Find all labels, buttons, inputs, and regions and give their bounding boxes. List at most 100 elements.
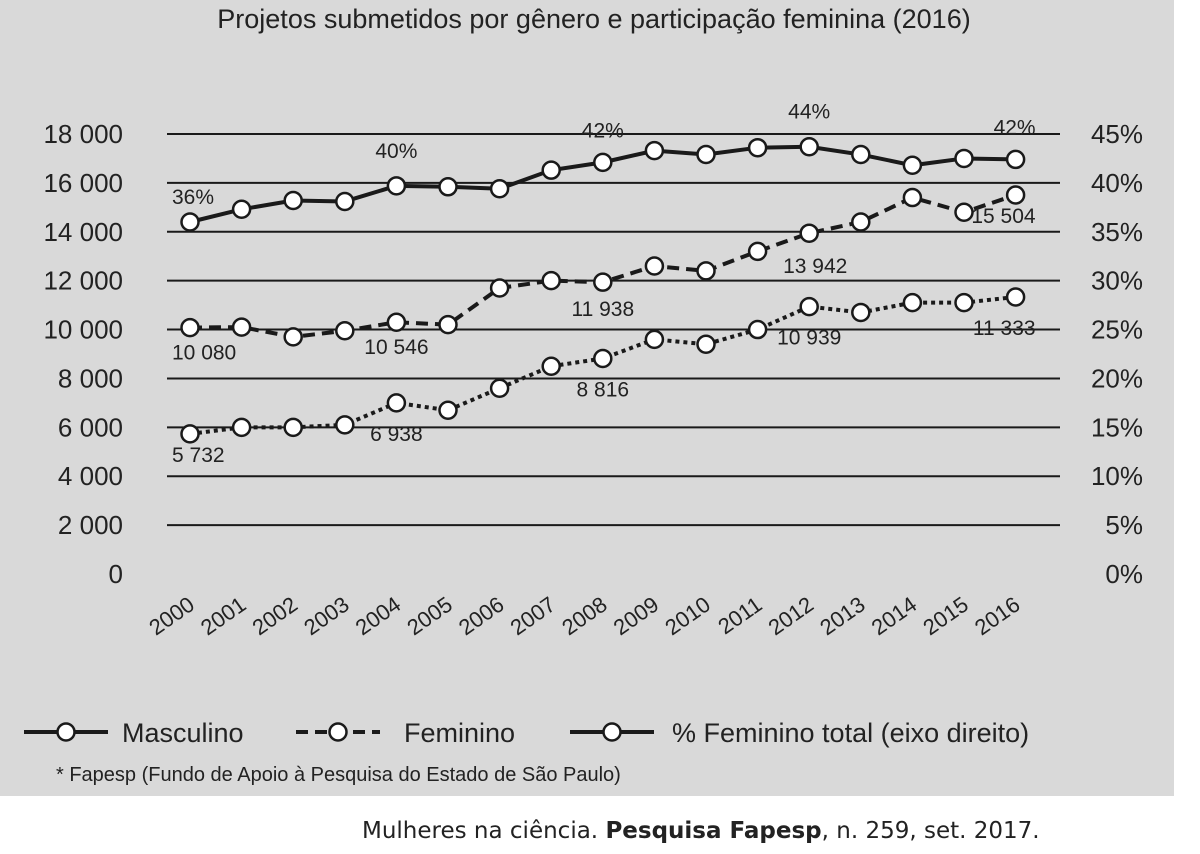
y-left-tick-label: 8 000 xyxy=(58,363,123,393)
data-label: 10 939 xyxy=(777,327,841,350)
y-right-tick-label: 45% xyxy=(1091,119,1143,149)
data-point xyxy=(954,148,974,169)
x-tick-label: 2010 xyxy=(660,592,714,641)
data-point xyxy=(283,190,303,211)
data-point xyxy=(593,152,613,173)
legend-label: Masculino xyxy=(122,718,244,748)
legend-swatch-marker xyxy=(602,722,622,742)
legend-swatch-marker xyxy=(328,722,348,742)
series-lines xyxy=(180,136,1026,444)
chart-title: Projetos submetidos por gênero e partici… xyxy=(217,4,970,34)
data-point xyxy=(489,378,510,398)
data-label: 15 504 xyxy=(971,205,1036,228)
y-left-tick-label: 0 xyxy=(109,559,123,589)
data-point xyxy=(851,212,871,232)
citation-journal: Pesquisa Fapesp xyxy=(605,818,822,844)
data-point xyxy=(644,140,665,161)
y-right-tick-label: 10% xyxy=(1091,461,1143,491)
data-label: 40% xyxy=(375,140,417,163)
data-point xyxy=(851,302,871,323)
data-point xyxy=(799,136,819,157)
data-point xyxy=(386,176,407,196)
data-point xyxy=(231,417,252,438)
data-point xyxy=(541,356,561,376)
data-point xyxy=(593,348,613,369)
data-point xyxy=(335,321,355,341)
citation-issue: , n. 259, set. 2017. xyxy=(821,818,1040,844)
data-point xyxy=(335,415,355,435)
data-point xyxy=(1005,149,1026,170)
y-left-tick-label: 12 000 xyxy=(43,266,123,296)
data-point xyxy=(489,278,510,298)
data-point xyxy=(1005,287,1026,307)
data-point xyxy=(799,223,819,243)
y-left-tick-label: 16 000 xyxy=(43,168,123,198)
data-label: 8 816 xyxy=(577,378,630,401)
data-point xyxy=(541,160,561,180)
y-right-tick-label: 35% xyxy=(1091,217,1143,247)
data-point xyxy=(954,202,974,222)
y-right-tick-label: 5% xyxy=(1105,510,1143,540)
data-label: 11 333 xyxy=(973,317,1036,340)
x-axis-ticks: 2000200120022003200420052006200720082009… xyxy=(144,592,1024,641)
x-tick-label: 2016 xyxy=(970,592,1024,641)
gridlines xyxy=(167,133,1060,527)
data-point xyxy=(283,327,303,347)
data-point xyxy=(593,272,613,292)
data-point xyxy=(747,319,768,340)
data-label: 44% xyxy=(788,101,830,124)
data-label: 42% xyxy=(582,119,624,142)
x-tick-label: 2004 xyxy=(351,592,405,641)
y-left-tick-label: 10 000 xyxy=(43,315,123,345)
legend-label: Feminino xyxy=(404,718,515,748)
legend: Masculino Feminino % Feminino total (eixo … xyxy=(24,718,1029,748)
x-tick-label: 2015 xyxy=(918,592,972,641)
data-point xyxy=(386,393,407,413)
y-left-tick-label: 2 000 xyxy=(58,510,123,540)
data-point xyxy=(438,314,458,335)
data-point xyxy=(644,329,665,350)
y-left-tick-label: 6 000 xyxy=(58,412,123,442)
y-right-tick-label: 15% xyxy=(1091,412,1143,442)
line-chart: Projetos submetidos por gênero e partici… xyxy=(24,4,1143,786)
data-point xyxy=(180,212,200,232)
x-tick-label: 2011 xyxy=(713,592,766,640)
x-tick-label: 2008 xyxy=(557,592,611,641)
left-axis-ticks: 0 2 000 4 000 6 000 8 000 10 000 12 000 14 000 1… xyxy=(43,119,123,589)
right-axis-ticks: 0% 5% 10% 15% 20% 25% 30% 35% 40% 45% xyxy=(1091,119,1143,589)
data-point xyxy=(696,144,716,165)
x-tick-label: 2001 xyxy=(196,592,250,641)
data-label: 11 938 xyxy=(571,298,634,321)
data-label: 10 546 xyxy=(364,336,428,359)
data-label: 13 942 xyxy=(783,255,847,278)
y-right-tick-label: 30% xyxy=(1091,266,1143,296)
data-point xyxy=(747,137,768,158)
data-point xyxy=(644,256,665,276)
data-point xyxy=(541,270,561,291)
y-left-tick-label: 14 000 xyxy=(43,217,123,247)
data-point xyxy=(1005,185,1026,205)
x-tick-label: 2000 xyxy=(144,592,198,641)
data-point xyxy=(851,144,871,165)
data-point xyxy=(180,424,200,444)
data-point xyxy=(954,292,974,313)
x-tick-label: 2006 xyxy=(454,592,508,641)
data-point xyxy=(902,187,923,208)
y-left-tick-label: 18 000 xyxy=(43,119,123,149)
chart-panel xyxy=(0,0,1174,796)
source-note: * Fapesp (Fundo de Apoio à Pesquisa do E… xyxy=(56,764,621,786)
data-label: 6 938 xyxy=(370,423,423,446)
data-point xyxy=(696,334,716,354)
y-right-tick-label: 40% xyxy=(1091,168,1143,198)
y-left-tick-label: 4 000 xyxy=(58,461,123,491)
data-point xyxy=(180,317,200,338)
x-tick-label: 2003 xyxy=(299,592,353,641)
x-tick-label: 2007 xyxy=(506,592,560,641)
y-right-tick-label: 0% xyxy=(1105,559,1143,589)
x-tick-label: 2014 xyxy=(867,592,921,641)
data-point xyxy=(902,292,923,313)
data-label: 10 080 xyxy=(172,342,236,365)
data-point xyxy=(438,400,458,420)
data-point xyxy=(283,417,303,438)
data-point xyxy=(438,177,458,197)
